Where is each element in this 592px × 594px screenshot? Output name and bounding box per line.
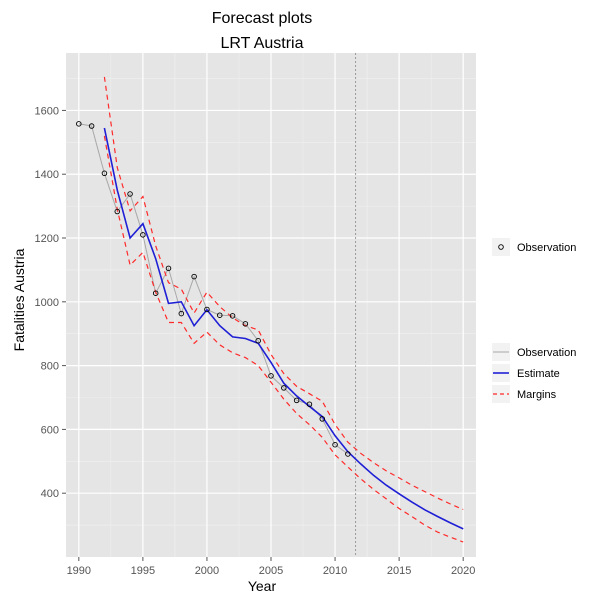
margin-lower-line: [103, 135, 464, 543]
observation-point: [229, 313, 236, 319]
observation-point: [255, 337, 261, 344]
observation-point: [152, 290, 159, 296]
observation-point: [178, 310, 185, 317]
y-tick-label: 1600: [35, 105, 59, 117]
y-tick-label: 1200: [35, 233, 59, 245]
x-tick-label: 1990: [67, 565, 91, 577]
observation-point: [127, 191, 133, 197]
x-tick-label: 2015: [387, 565, 411, 577]
chart-subtitle: LRT Austria: [220, 35, 303, 52]
x-axis-title: Year: [248, 578, 277, 594]
x-tick-label: 2010: [323, 565, 347, 577]
legend-point-label: Observation: [517, 242, 576, 254]
estimate-series-line: [103, 127, 464, 530]
legend-line-label: Margins: [517, 389, 557, 401]
chart-title: Forecast plots: [212, 10, 312, 27]
chart-marks: [76, 76, 464, 543]
legend-lines: Observation Estimate Margins: [492, 343, 576, 403]
x-tick-label: 2000: [195, 565, 219, 577]
observation-point: [345, 451, 351, 457]
y-tick-label: 800: [41, 361, 59, 373]
observation-point: [114, 208, 120, 215]
observation-point: [204, 306, 210, 313]
observation-point: [319, 416, 326, 422]
observation-series-line: [78, 123, 349, 455]
observation-point: [332, 441, 338, 448]
legend-line-label: Estimate: [517, 368, 560, 380]
x-tick-label: 2020: [451, 565, 475, 577]
observation-point: [293, 397, 300, 404]
y-axis-title: Fatalities Austria: [11, 248, 27, 351]
x-tick-label: 1995: [131, 565, 155, 577]
legend-points: Observation: [492, 238, 576, 256]
axis-ticks: 1990 1995 2000 2005 2010 2015 2020 400 600 800 100…: [35, 105, 476, 577]
observation-point: [140, 232, 146, 238]
observation-point: [242, 321, 249, 327]
grid-lines: [66, 53, 476, 557]
y-tick-label: 600: [41, 424, 59, 436]
legend-line-label: Observation: [517, 347, 576, 359]
observation-point: [216, 312, 223, 318]
observation-point: [88, 123, 95, 129]
observation-point: [76, 121, 82, 127]
y-tick-label: 400: [41, 488, 59, 500]
x-tick-label: 2005: [259, 565, 283, 577]
observation-point: [165, 265, 172, 272]
observation-point: [281, 385, 287, 391]
observation-point: [191, 273, 197, 280]
observation-point: [268, 373, 274, 379]
y-tick-label: 1000: [35, 297, 59, 309]
observation-point: [101, 170, 108, 177]
legend-point-marker: [498, 244, 504, 250]
observation-point: [306, 401, 313, 407]
margin-upper-line: [103, 76, 464, 511]
y-tick-label: 1400: [35, 169, 59, 181]
legend-point-key: [492, 238, 510, 256]
